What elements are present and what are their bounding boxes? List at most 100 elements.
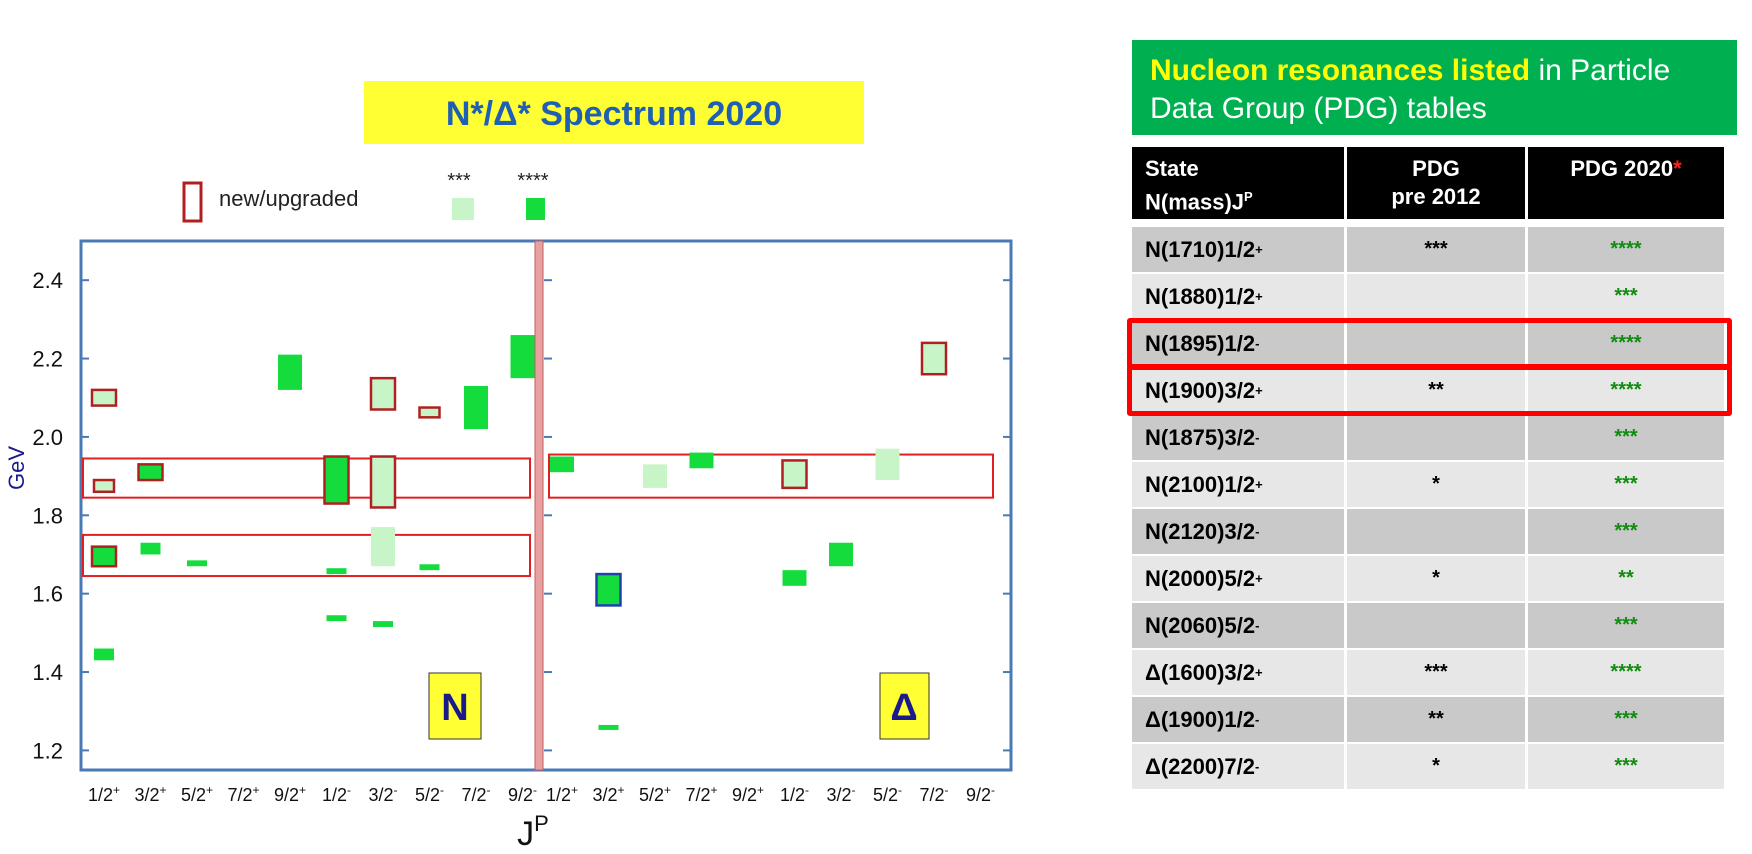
table-row: N(1880)1/2 + *** [1132,274,1737,319]
x-tick-label: 7/2+ [227,783,259,805]
x-tick-label: 1/2+ [88,783,120,805]
state-name: N(2100)1/2 [1145,471,1256,497]
state-name: N(1875)3/2 [1145,424,1256,450]
cell-pre2012 [1347,603,1525,648]
chart-title-box [364,81,864,144]
resonance-box-n-4 [140,542,161,555]
state-parity: + [1255,477,1263,492]
resonance-box-delta-8 [875,448,900,481]
table-row: Δ(2200)7/2- * *** [1132,744,1737,789]
x-tick-label: 9/2+ [274,783,306,805]
resonance-box-n-8 [326,615,347,622]
y-tick-label: 2.2 [32,347,63,372]
cell-pdg2020: *** [1528,462,1724,507]
resonance-box-n-3 [90,388,118,407]
pdg-rows: N(1710)1/2 + *** **** N(1880)1/2 + *** N(1895)1… [1132,227,1737,789]
cell-pdg2020: *** [1528,697,1724,742]
cell-pdg2020: *** [1528,509,1724,554]
table-row: N(2100)1/2 + * *** [1132,462,1737,507]
cell-state: N(2060)5/2- [1132,603,1344,648]
y-tick-label: 2.0 [32,425,63,450]
cell-pdg2020: **** [1528,321,1724,366]
table-row: N(1710)1/2 + *** **** [1132,227,1737,272]
state-parity: - [1255,712,1260,727]
cell-state: N(1900)3/2 + [1132,368,1344,413]
state-name: N(1895)1/2 [1145,330,1256,356]
y-tick-label: 1.6 [32,582,63,607]
y-tick-label: 1.8 [32,503,63,528]
panel-label-n-box [428,672,482,740]
col-pre2012-line1: PDG [1412,156,1460,181]
resonance-box-delta-6 [781,459,808,490]
state-parity: + [1255,289,1263,304]
state-parity: - [1255,759,1260,774]
col-pdg2020-mark: * [1673,156,1682,181]
resonance-box-n-17 [464,385,488,430]
cell-pre2012 [1347,321,1525,366]
cell-state: N(1880)1/2 + [1132,274,1344,319]
state-name: N(1880)1/2 [1145,283,1256,309]
cell-pre2012: *** [1347,227,1525,272]
state-name: Δ(1600)3/2 [1145,659,1255,685]
col-state-line1: State [1145,156,1199,181]
legend-three-star-swatch [452,198,474,220]
resonance-box-n-18 [510,335,535,379]
x-tick-label: 9/2- [508,783,537,805]
col-state-header: State N(mass)JP [1132,147,1344,219]
x-tick-label: 7/2- [919,783,948,805]
highlight-band-0 [82,533,531,578]
panel-label-n: N [441,687,468,729]
resonance-box-n-16 [418,406,441,419]
x-axis-label: JP [517,811,549,853]
x-tick-label: 7/2+ [685,783,717,805]
cell-pdg2020: ** [1528,556,1724,601]
table-row: Δ(1900)1/2- ** *** [1132,697,1737,742]
x-tick-label: 5/2+ [181,783,213,805]
state-parity: + [1255,383,1263,398]
cell-state: Δ(2200)7/2- [1132,744,1344,789]
highlight-band-1 [82,457,531,499]
col-pdg2020-header: PDG 2020* [1528,147,1724,219]
table-row: N(2120)3/2- *** [1132,509,1737,554]
resonance-box-delta-7 [829,542,853,567]
state-parity: - [1255,430,1260,445]
cell-pdg2020: *** [1528,274,1724,319]
table-row: N(1900)3/2 + ** **** [1132,368,1737,413]
col-pre2012-header: PDG pre 2012 [1347,147,1525,219]
x-tick-label: 5/2- [415,783,444,805]
legend-new-label: new/upgraded [219,186,358,211]
cell-state: N(1895)1/2- [1132,321,1344,366]
x-tick-label: 3/2- [826,783,855,805]
plot-frame [79,239,1013,772]
cell-pdg2020: **** [1528,650,1724,695]
cell-state: N(1875)3/2- [1132,415,1344,460]
x-tick-label: 1/2+ [546,783,578,805]
cell-pre2012: * [1347,556,1525,601]
cell-pre2012: * [1347,462,1525,507]
resonance-box-delta-5 [782,570,807,586]
pdg-table: State N(mass)JP PDG pre 2012 PDG 2020* N… [1127,147,1737,789]
y-axis-label: GeV [4,446,29,490]
resonance-box-n-5 [137,463,164,482]
state-name: N(1900)3/2 [1145,377,1256,403]
resonance-box-delta-9 [920,341,948,376]
state-parity: - [1255,618,1260,633]
x-tick-label: 5/2- [873,783,902,805]
x-tick-label: 3/2+ [134,783,166,805]
state-parity: - [1255,524,1260,539]
x-tick-label: 3/2- [368,783,397,805]
highlight-band-2 [548,453,994,499]
cell-state: N(2000)5/2 + [1132,556,1344,601]
row-highlight-box [1127,365,1732,416]
x-tick-label: 9/2+ [732,783,764,805]
legend-three-star-label: *** [447,170,471,192]
chart-title: N*/Δ* Spectrum 2020 [446,95,782,133]
resonance-box-delta-2 [595,572,622,607]
cell-pre2012: * [1347,744,1525,789]
pdg-panel: Nucleon resonances listed in Particle Da… [1127,40,1737,791]
state-name: N(2060)5/2 [1145,612,1256,638]
resonance-box-n-11 [373,621,393,627]
state-parity: + [1255,571,1263,586]
x-tick-label: 1/2- [780,783,809,805]
